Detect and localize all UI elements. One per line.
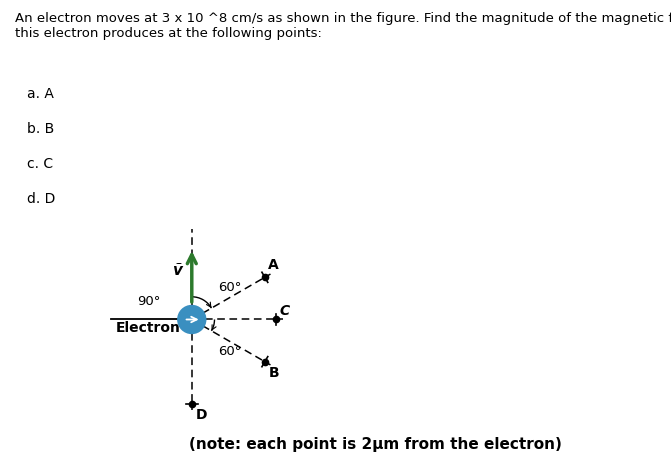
Text: d. D: d. D <box>27 192 55 206</box>
Text: D: D <box>196 408 207 422</box>
Text: (note: each point is 2μm from the electron): (note: each point is 2μm from the electr… <box>189 437 562 452</box>
Text: 60°: 60° <box>218 280 242 293</box>
Text: c. C: c. C <box>27 157 53 171</box>
Text: 90°: 90° <box>138 295 161 308</box>
Text: a. A: a. A <box>27 87 54 101</box>
Text: ṽ: ṽ <box>172 263 183 278</box>
Text: An electron moves at 3 x 10 ^8 cm/s as shown in the figure. Find the magnitude o: An electron moves at 3 x 10 ^8 cm/s as s… <box>15 12 671 40</box>
Text: Electron: Electron <box>115 321 180 335</box>
Text: 60°: 60° <box>218 345 242 358</box>
Circle shape <box>178 306 205 333</box>
Text: C: C <box>279 304 289 318</box>
Text: b. B: b. B <box>27 122 54 136</box>
Text: A: A <box>268 258 279 272</box>
Text: B: B <box>269 366 279 380</box>
